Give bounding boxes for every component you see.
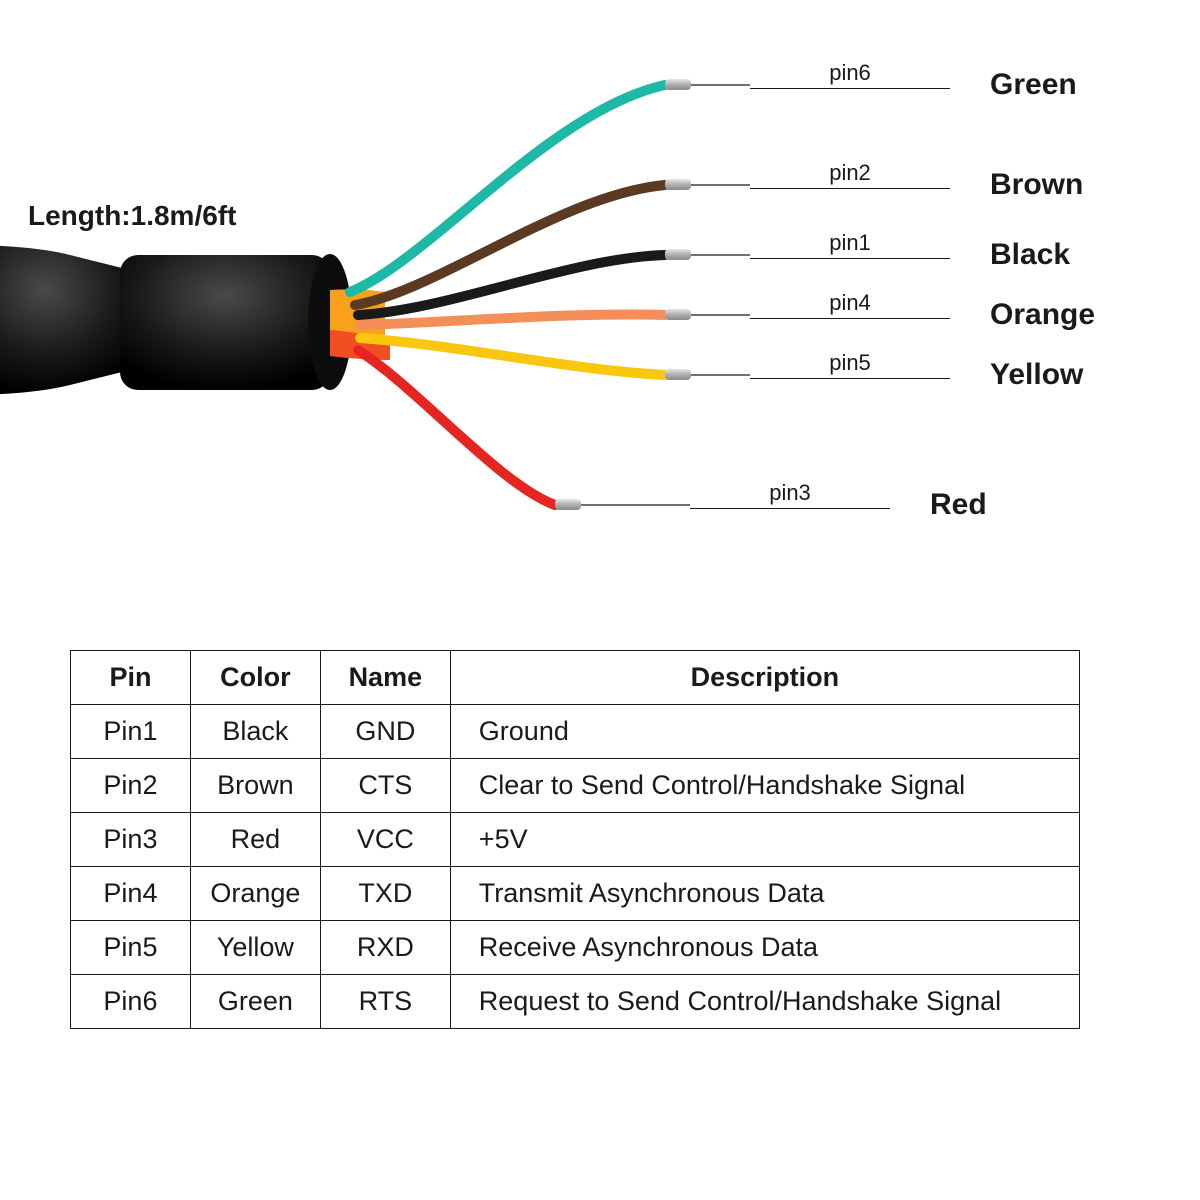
th-pin: Pin <box>71 651 191 705</box>
pin-label-pin2: pin2 <box>750 160 950 189</box>
pinout-table: Pin Color Name Description Pin1BlackGNDG… <box>70 650 1080 1029</box>
pin-label-pin6: pin6 <box>750 60 950 89</box>
table-cell: Pin3 <box>71 813 191 867</box>
pin-label-pin4: pin4 <box>750 290 950 319</box>
wire-yellow <box>360 338 750 380</box>
th-name: Name <box>320 651 450 705</box>
table-cell: Pin2 <box>71 759 191 813</box>
table-body: Pin1BlackGNDGroundPin2BrownCTSClear to S… <box>71 705 1080 1029</box>
pin-label-pin1: pin1 <box>750 230 950 259</box>
cable-collar <box>120 255 330 390</box>
color-label-pin3: Red <box>930 488 987 522</box>
color-label-pin6: Green <box>990 68 1077 102</box>
color-label-pin2: Brown <box>990 168 1083 202</box>
table-cell: RXD <box>320 921 450 975</box>
table-cell: Yellow <box>190 921 320 975</box>
pin-label-pin3: pin3 <box>690 480 890 509</box>
th-color: Color <box>190 651 320 705</box>
table-cell: CTS <box>320 759 450 813</box>
table-cell: RTS <box>320 975 450 1029</box>
table-cell: Ground <box>450 705 1079 759</box>
table-cell: Orange <box>190 867 320 921</box>
table-cell: Pin1 <box>71 705 191 759</box>
wire-brown <box>355 179 750 305</box>
table-cell: GND <box>320 705 450 759</box>
table-cell: Request to Send Control/Handshake Signal <box>450 975 1079 1029</box>
table-cell: Clear to Send Control/Handshake Signal <box>450 759 1079 813</box>
table-cell: TXD <box>320 867 450 921</box>
table-cell: Pin6 <box>71 975 191 1029</box>
table-cell: VCC <box>320 813 450 867</box>
table-row: Pin6GreenRTSRequest to Send Control/Hand… <box>71 975 1080 1029</box>
table-cell: Receive Asynchronous Data <box>450 921 1079 975</box>
table-cell: Transmit Asynchronous Data <box>450 867 1079 921</box>
color-label-pin1: Black <box>990 238 1070 272</box>
table-row: Pin3RedVCC+5V <box>71 813 1080 867</box>
table-row: Pin1BlackGNDGround <box>71 705 1080 759</box>
color-label-pin5: Yellow <box>990 358 1083 392</box>
pin-label-pin5: pin5 <box>750 350 950 379</box>
table-cell: Brown <box>190 759 320 813</box>
table-header-row: Pin Color Name Description <box>71 651 1080 705</box>
table-row: Pin4OrangeTXDTransmit Asynchronous Data <box>71 867 1080 921</box>
color-label-pin4: Orange <box>990 298 1095 332</box>
table-cell: Pin5 <box>71 921 191 975</box>
table-cell: Green <box>190 975 320 1029</box>
table-cell: +5V <box>450 813 1079 867</box>
table-row: Pin5YellowRXDReceive Asynchronous Data <box>71 921 1080 975</box>
table-cell: Black <box>190 705 320 759</box>
table-row: Pin2BrownCTSClear to Send Control/Handsh… <box>71 759 1080 813</box>
table-cell: Red <box>190 813 320 867</box>
cable-body <box>0 245 130 395</box>
table-cell: Pin4 <box>71 867 191 921</box>
th-desc: Description <box>450 651 1079 705</box>
